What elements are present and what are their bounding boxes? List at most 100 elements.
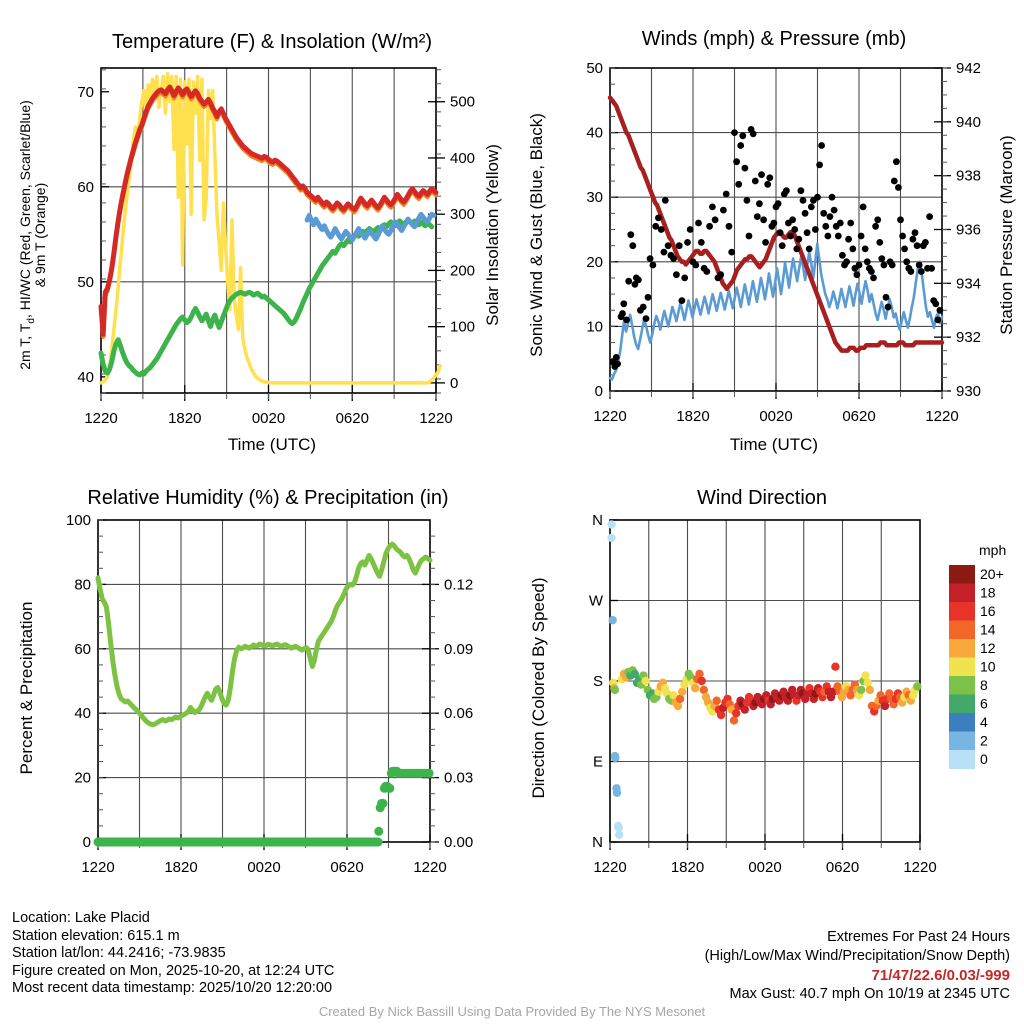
y-tick-label: 40 xyxy=(74,705,91,722)
gust-point xyxy=(776,229,784,237)
wind-direction-point xyxy=(675,694,685,704)
gust-point xyxy=(770,219,778,227)
gust-point xyxy=(913,242,921,250)
gust-point xyxy=(760,216,767,224)
gust-point xyxy=(888,261,896,269)
gust-point xyxy=(812,226,819,233)
gust-point xyxy=(635,276,642,284)
wind-direction-point xyxy=(611,753,620,763)
gust-point xyxy=(735,180,743,188)
y2-tick-label: 100 xyxy=(450,319,475,336)
gust-point xyxy=(670,255,677,262)
gust-point xyxy=(783,187,790,195)
y-tick-label: 20 xyxy=(74,770,91,787)
gust-point xyxy=(882,293,890,301)
gust-point xyxy=(695,219,702,227)
x-tick-label: 1220 xyxy=(593,859,626,876)
y2-axis-label-insolation: Solar Insolation (Yellow) xyxy=(483,144,502,326)
wind-direction-point xyxy=(831,662,840,671)
y2-tick-label: 930 xyxy=(956,383,981,400)
gust-point xyxy=(678,297,686,304)
gust-point xyxy=(822,222,830,230)
colorbar-tick-label: 8 xyxy=(980,677,988,693)
x-axis-label-time-temperature: Time (UTC) xyxy=(228,435,316,454)
colorbar-band xyxy=(949,694,975,714)
gust-point xyxy=(741,164,749,172)
extremes-subheading: (High/Low/Max Wind/Precipitation/Snow De… xyxy=(704,948,1010,964)
series-solar-insolation xyxy=(99,71,443,385)
x-tick-label: 0620 xyxy=(842,408,875,425)
y-tick-label: N xyxy=(592,834,603,851)
x-tick-label: 1220 xyxy=(413,859,446,876)
gust-point xyxy=(843,258,850,266)
gust-point xyxy=(909,235,917,243)
y-tick-label: 60 xyxy=(77,179,94,196)
gust-point xyxy=(646,255,654,262)
colorbar-tick-label: 18 xyxy=(980,585,996,601)
gust-point xyxy=(876,239,884,246)
gust-point xyxy=(807,203,815,211)
gust-point xyxy=(836,219,844,227)
gust-point xyxy=(639,303,647,311)
colorbar-tick-label: 14 xyxy=(980,622,996,638)
colorbar-band xyxy=(949,657,975,677)
x-tick-label: 1220 xyxy=(925,408,958,425)
extremes-heading: Extremes For Past 24 Hours xyxy=(827,929,1010,945)
gust-point xyxy=(728,248,736,256)
series-station-pressure xyxy=(607,95,945,353)
colorbar-tick-label: 10 xyxy=(980,659,996,675)
wind-direction-point xyxy=(857,685,866,695)
extremes-block: Extremes For Past 24 Hours (High/Low/Max… xyxy=(705,928,1010,1004)
y2-tick-label: 0.09 xyxy=(444,641,473,658)
gust-point xyxy=(644,293,652,301)
panel-wind-direction: Wind Direction N E S W N 1220 1820 0020 0620 1220… xyxy=(512,460,1024,910)
gust-point xyxy=(652,222,660,230)
gust-point xyxy=(872,222,879,230)
gust-point xyxy=(901,245,908,253)
y-tick-label: 30 xyxy=(586,189,603,206)
x-tick-label: 0620 xyxy=(336,410,369,427)
gust-point xyxy=(857,232,865,240)
gust-point xyxy=(681,274,689,282)
gust-point xyxy=(847,219,855,227)
wind-direction-point xyxy=(641,676,650,686)
gust-point xyxy=(774,200,782,208)
y-tick-label: 40 xyxy=(586,125,603,142)
gust-point xyxy=(793,245,801,253)
extremes-values: 71/47/22.6/0.03/-999 xyxy=(871,967,1010,984)
x-tick-label: 1220 xyxy=(903,859,936,876)
gust-point xyxy=(789,216,796,224)
gust-point xyxy=(818,142,825,149)
wind-direction-point xyxy=(716,710,726,720)
colorbar-tick-label: 20+ xyxy=(980,566,1004,582)
gust-point xyxy=(778,242,786,250)
gust-point xyxy=(801,209,809,217)
x-tick-label: 1220 xyxy=(84,410,117,427)
precipitation-point xyxy=(378,798,388,808)
x-tick-label: 0620 xyxy=(826,859,859,876)
gust-point xyxy=(745,232,753,240)
wind-direction-point xyxy=(607,533,616,543)
gust-point xyxy=(795,235,803,243)
gust-point xyxy=(849,245,857,253)
precipitation-point xyxy=(374,826,384,836)
wind-direction-point xyxy=(678,687,687,696)
colorbar-tick-label: 0 xyxy=(980,751,988,767)
gust-point xyxy=(625,277,633,285)
colorbar-band xyxy=(949,713,975,732)
wind-direction-point xyxy=(614,823,623,832)
gust-point xyxy=(868,268,875,275)
gust-point xyxy=(880,261,888,269)
gust-point xyxy=(870,274,877,282)
gust-point xyxy=(853,271,861,279)
wind-direction-point xyxy=(740,705,749,714)
x-tick-label: 1220 xyxy=(419,410,452,427)
wind-direction-point xyxy=(913,682,922,691)
colorbar-band xyxy=(949,565,975,584)
colorbar-band xyxy=(949,602,975,621)
x-tick-label: 0020 xyxy=(759,408,792,425)
gust-point xyxy=(623,316,630,324)
gust-point xyxy=(839,251,846,259)
gust-point xyxy=(655,214,662,222)
gust-point xyxy=(753,213,761,221)
